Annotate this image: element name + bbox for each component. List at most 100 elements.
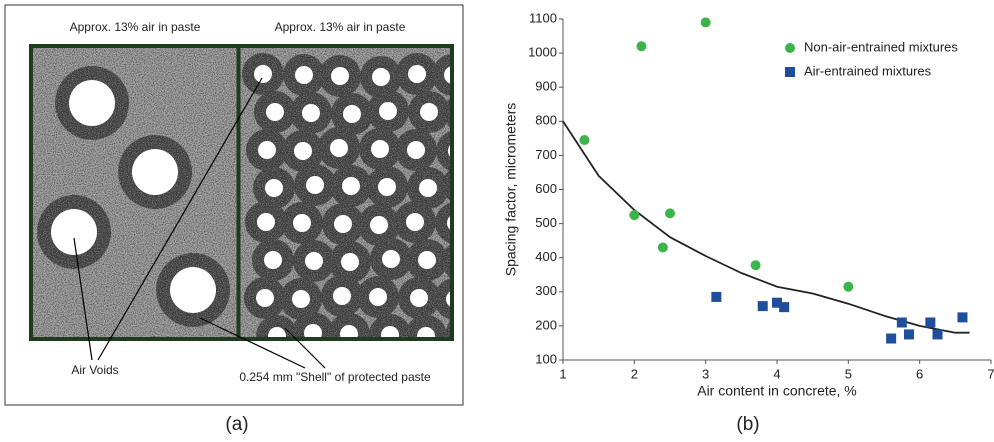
leader-line bbox=[199, 317, 306, 369]
legend-label: Non-air-entrained mixtures bbox=[804, 39, 958, 54]
caption: (a) bbox=[225, 414, 248, 435]
point bbox=[886, 333, 897, 344]
air-void bbox=[408, 65, 426, 83]
voids-right bbox=[242, 53, 450, 338]
x-tick-label: 3 bbox=[702, 366, 709, 381]
air-void bbox=[330, 139, 348, 157]
left-label: Approx. 13% air in paste bbox=[70, 20, 201, 34]
sample-frame bbox=[29, 44, 454, 341]
leader-line bbox=[97, 77, 263, 361]
air-void bbox=[69, 80, 115, 126]
x-tick-label: 5 bbox=[845, 366, 852, 381]
air-void bbox=[382, 250, 400, 268]
shell-texture bbox=[444, 98, 450, 128]
x-tick-label: 7 bbox=[987, 366, 994, 381]
air-void bbox=[257, 213, 275, 231]
air-void bbox=[419, 179, 437, 197]
air-void bbox=[343, 105, 361, 123]
air-void bbox=[295, 66, 313, 84]
point bbox=[579, 135, 590, 146]
y-tick-label: 1100 bbox=[529, 10, 557, 25]
air-void bbox=[420, 103, 438, 121]
y-tick-label: 200 bbox=[535, 317, 557, 332]
air-void bbox=[256, 289, 274, 307]
caption: (b) bbox=[736, 414, 759, 435]
y-tick-label: 400 bbox=[535, 249, 557, 264]
shell-texture bbox=[405, 315, 447, 338]
air-void bbox=[304, 324, 322, 338]
air-void bbox=[305, 252, 323, 270]
air-void bbox=[292, 290, 310, 308]
air-void bbox=[294, 142, 312, 160]
x-tick-label: 6 bbox=[916, 366, 923, 381]
air-void bbox=[264, 251, 282, 269]
air-void bbox=[302, 104, 320, 122]
shell-texture bbox=[446, 320, 450, 338]
y-tick-label: 500 bbox=[535, 215, 557, 230]
shell-texture bbox=[256, 315, 298, 338]
y-tick-label: 900 bbox=[535, 79, 557, 94]
air-void bbox=[371, 140, 389, 158]
shell-label: 0.254 mm "Shell" of protected paste bbox=[239, 370, 431, 384]
point bbox=[629, 210, 640, 221]
air-void bbox=[406, 213, 424, 231]
y-tick-label: 1000 bbox=[528, 45, 557, 60]
y-tick-label: 100 bbox=[535, 351, 557, 366]
point bbox=[700, 17, 711, 28]
point bbox=[750, 260, 761, 271]
air-void bbox=[293, 214, 311, 232]
air-void bbox=[132, 149, 178, 195]
air-void bbox=[372, 68, 390, 86]
air-void bbox=[444, 66, 450, 84]
x-tick-label: 4 bbox=[773, 366, 780, 381]
shell-texture bbox=[435, 202, 450, 244]
air-void bbox=[378, 178, 396, 196]
air-void bbox=[369, 288, 387, 306]
air-void bbox=[266, 103, 284, 121]
point bbox=[636, 41, 647, 52]
x-tick-label: 1 bbox=[559, 366, 566, 381]
point bbox=[772, 297, 782, 308]
point bbox=[843, 281, 854, 292]
legend-label: Air-entrained mixtures bbox=[804, 63, 932, 78]
point bbox=[925, 317, 936, 328]
air-void bbox=[265, 179, 283, 197]
air-void bbox=[446, 291, 450, 307]
air-void bbox=[331, 67, 349, 85]
point bbox=[665, 208, 675, 219]
air-void bbox=[370, 216, 388, 234]
air-void bbox=[334, 215, 352, 233]
right-label: Approx. 13% air in paste bbox=[275, 20, 406, 34]
air-void bbox=[407, 141, 425, 159]
air-void bbox=[381, 326, 399, 338]
air-void bbox=[379, 102, 397, 120]
trend-curve bbox=[562, 120, 970, 334]
air-void bbox=[342, 177, 360, 195]
air-void bbox=[333, 287, 351, 305]
x-tick-label: 2 bbox=[631, 366, 638, 381]
leaders bbox=[73, 77, 326, 369]
shell-texture bbox=[442, 244, 450, 278]
shell-texture bbox=[443, 169, 450, 201]
air-void bbox=[418, 251, 436, 269]
air-void bbox=[410, 289, 428, 307]
point bbox=[896, 317, 907, 328]
air-void bbox=[448, 145, 450, 157]
legend-marker bbox=[785, 43, 795, 53]
air-void bbox=[341, 253, 359, 271]
air-void bbox=[417, 327, 435, 338]
y-tick-label: 600 bbox=[535, 181, 557, 196]
y-tick-label: 700 bbox=[535, 147, 557, 162]
air-void bbox=[268, 327, 286, 338]
leader-line bbox=[73, 237, 93, 361]
point bbox=[957, 312, 968, 323]
air-void bbox=[51, 209, 97, 255]
point bbox=[903, 329, 914, 340]
point bbox=[932, 329, 943, 340]
shell-texture bbox=[434, 278, 450, 320]
shell-texture bbox=[436, 131, 450, 171]
point bbox=[779, 302, 790, 313]
point bbox=[657, 242, 668, 253]
